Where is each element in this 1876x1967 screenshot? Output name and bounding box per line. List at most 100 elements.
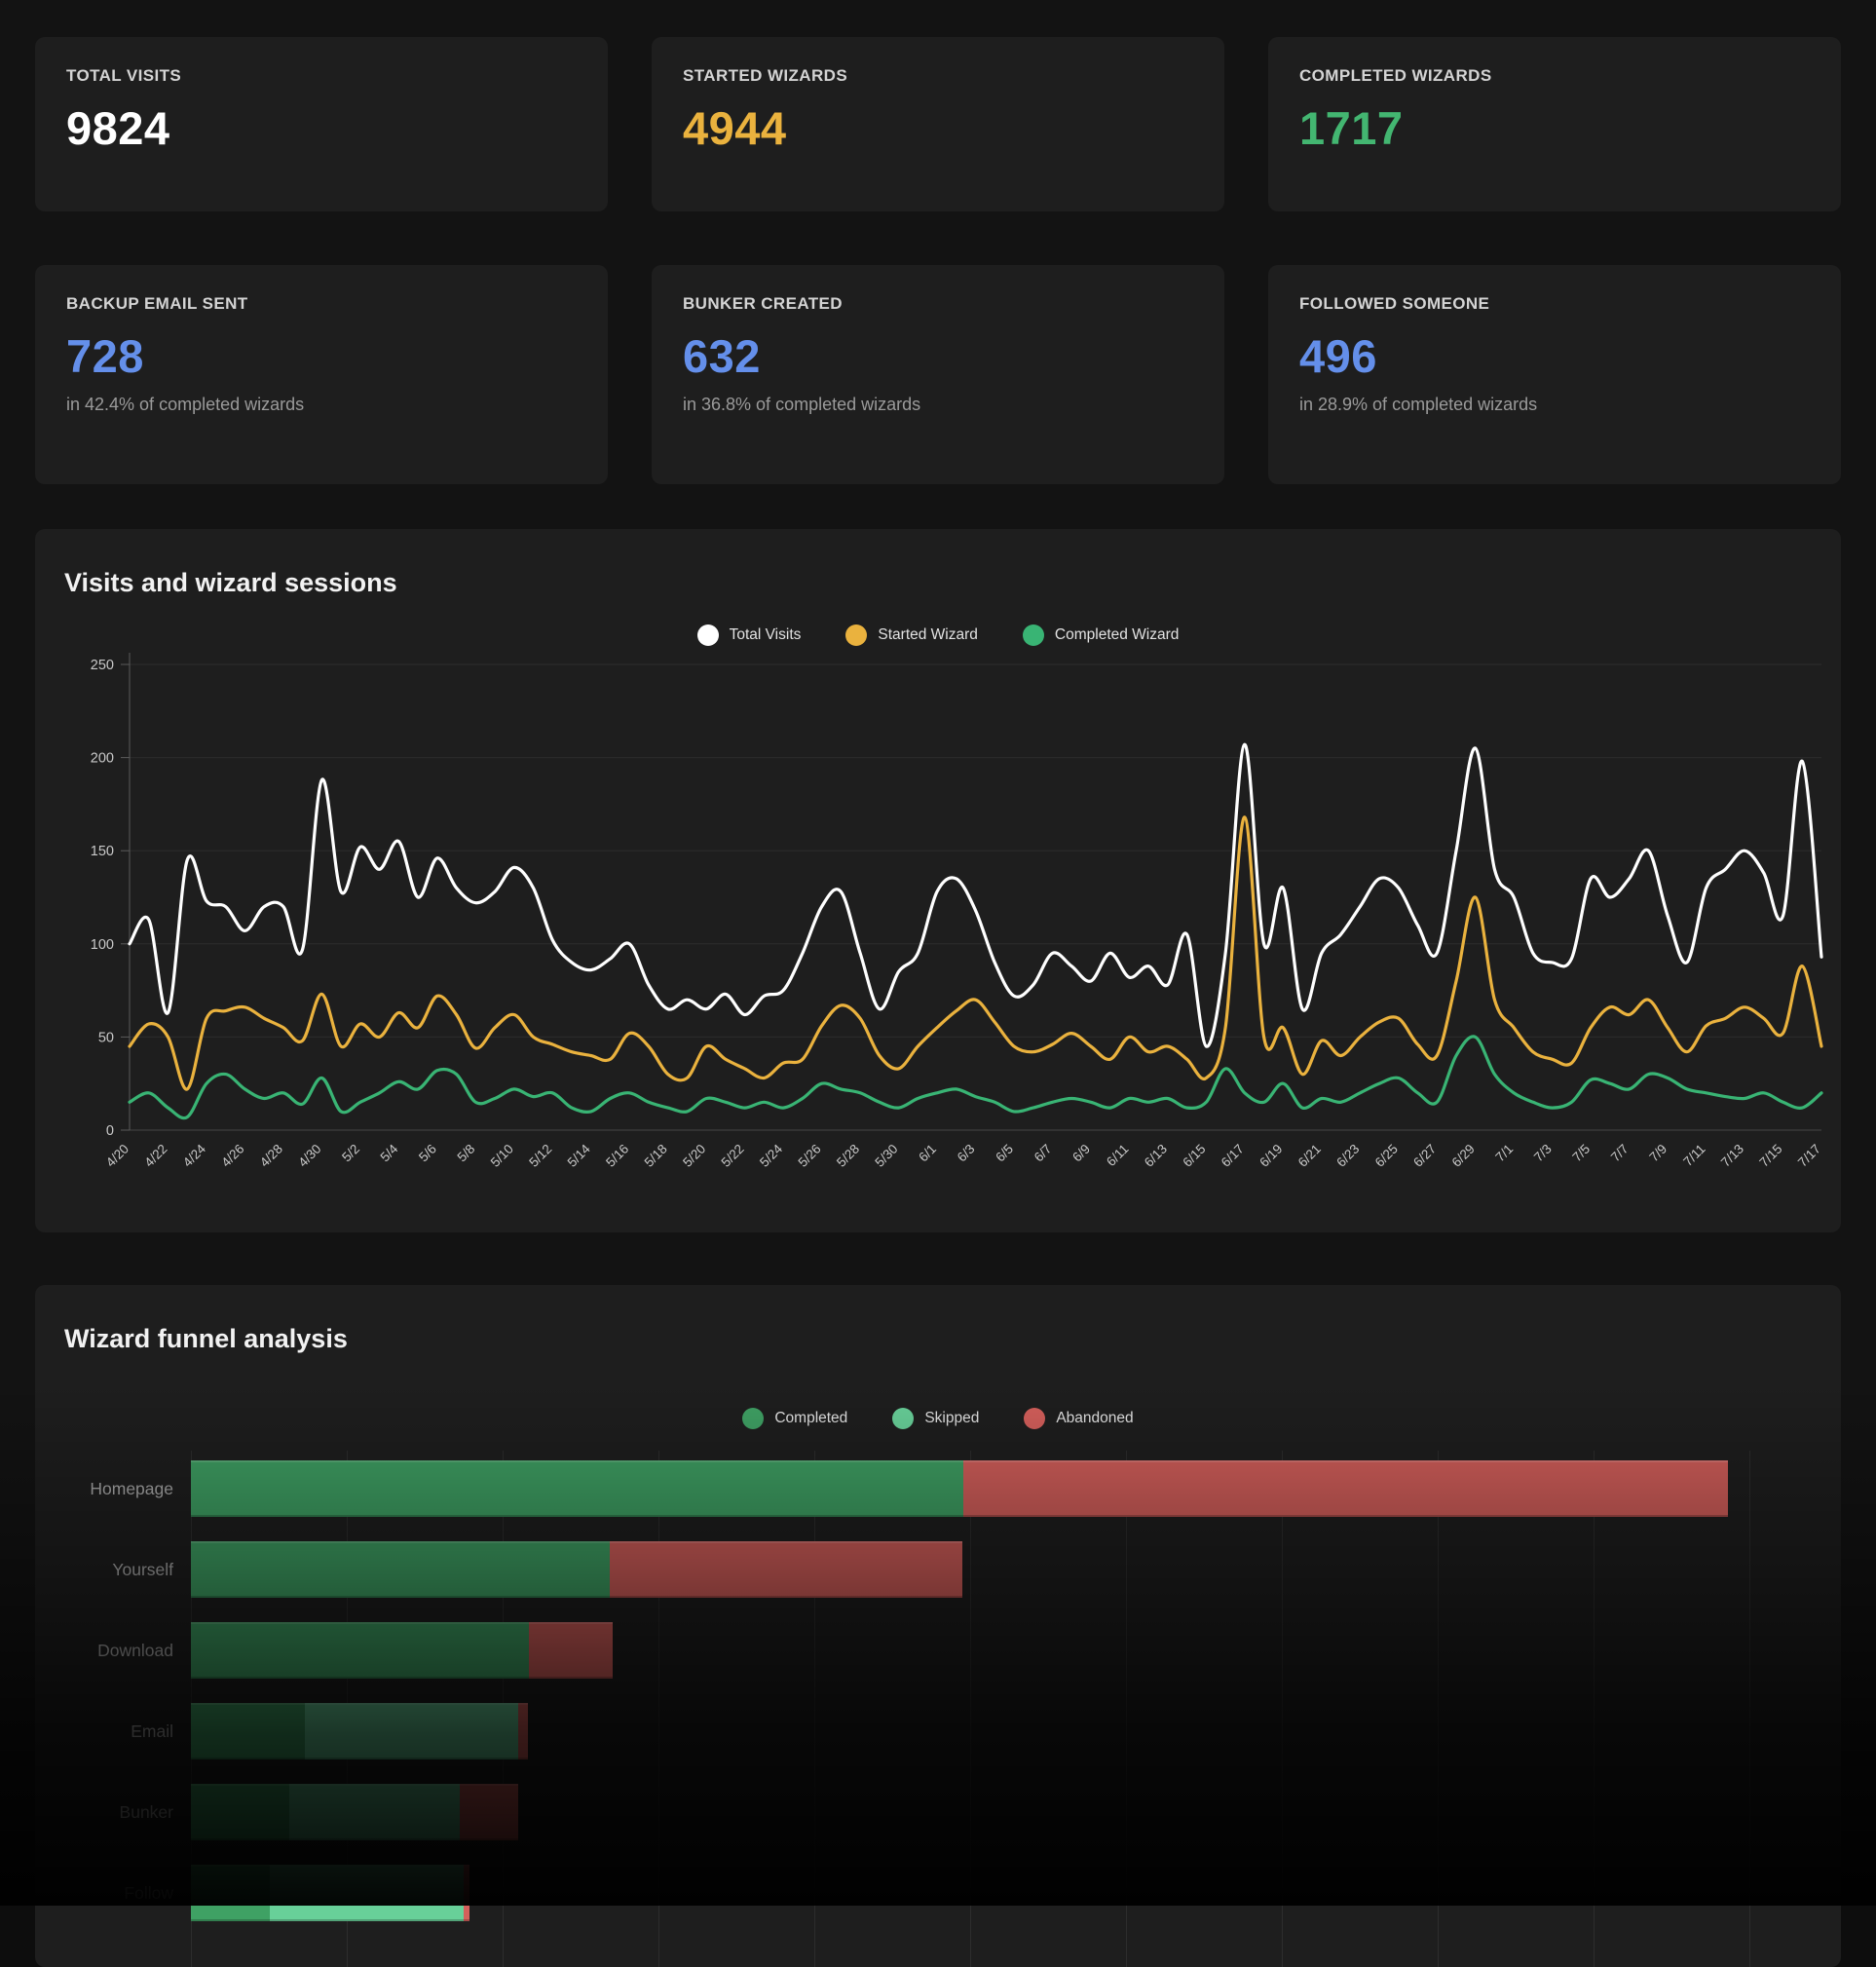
svg-text:5/10: 5/10 [488, 1142, 516, 1170]
funnel-segment-abandoned-yourself[interactable] [610, 1541, 962, 1598]
svg-text:6/13: 6/13 [1142, 1142, 1170, 1170]
stat-label: BUNKER CREATED [683, 294, 843, 313]
funnel-row-follow: Follow [35, 1865, 1812, 1921]
funnel-category-label: Homepage [90, 1478, 173, 1498]
legend-label-abandoned: Abandoned [1056, 1410, 1134, 1426]
svg-text:6/29: 6/29 [1449, 1142, 1478, 1170]
svg-text:5/8: 5/8 [455, 1142, 478, 1165]
funnel-category-label: Yourself [112, 1559, 173, 1579]
visits-line-chart[interactable]: 0 50 100 150 200 250 4/20 4/22 4/24 4/26 4/28 4/30 5… [35, 529, 1841, 1232]
svg-text:4/24: 4/24 [180, 1141, 209, 1170]
svg-text:7/5: 7/5 [1569, 1142, 1593, 1165]
svg-text:0: 0 [106, 1123, 114, 1139]
stat-card-backup-email-sent: BACKUP EMAIL SENT 728 in 42.4% of comple… [35, 265, 608, 484]
svg-text:6/9: 6/9 [1069, 1142, 1093, 1165]
funnel-segment-abandoned-email[interactable] [517, 1703, 528, 1759]
funnel-bar-track [191, 1541, 1812, 1598]
svg-text:6/1: 6/1 [916, 1142, 939, 1165]
svg-text:150: 150 [91, 844, 114, 859]
stat-value: 632 [683, 330, 761, 382]
funnel-row-homepage: Homepage [35, 1460, 1812, 1517]
series-line-completed-wizard[interactable] [128, 1035, 1823, 1120]
svg-text:5/28: 5/28 [834, 1142, 862, 1170]
legend-dot-abandoned [1024, 1408, 1046, 1429]
funnel-bar-track [191, 1784, 1812, 1840]
stat-card-followed-someone: FOLLOWED SOMEONE 496 in 28.9% of complet… [1268, 265, 1841, 484]
funnel-bar-track [191, 1622, 1812, 1679]
legend-item-skipped[interactable]: Skipped [892, 1408, 979, 1429]
stat-value: 496 [1299, 330, 1377, 382]
svg-text:6/27: 6/27 [1410, 1142, 1439, 1170]
funnel-segment-completed-bunker[interactable] [191, 1784, 290, 1840]
funnel-segment-skipped-follow[interactable] [269, 1865, 465, 1921]
svg-text:5/16: 5/16 [603, 1142, 631, 1170]
stat-card-completed-wizards: COMPLETED WIZARDS 1717 [1268, 37, 1841, 211]
svg-text:5/30: 5/30 [872, 1142, 900, 1170]
svg-text:6/15: 6/15 [1180, 1142, 1208, 1170]
svg-text:7/15: 7/15 [1756, 1142, 1784, 1170]
funnel-segment-completed-email[interactable] [191, 1703, 306, 1759]
svg-text:250: 250 [91, 658, 114, 673]
svg-text:6/5: 6/5 [993, 1142, 1016, 1165]
svg-text:5/26: 5/26 [796, 1142, 824, 1170]
svg-text:5/24: 5/24 [757, 1141, 786, 1170]
stat-card-bunker-created: BUNKER CREATED 632 in 36.8% of completed… [652, 265, 1224, 484]
svg-text:4/22: 4/22 [141, 1142, 169, 1170]
funnel-row-email: Email [35, 1703, 1812, 1759]
svg-text:7/13: 7/13 [1718, 1142, 1746, 1170]
stat-subtitle: in 42.4% of completed wizards [66, 395, 305, 414]
funnel-segment-completed-homepage[interactable] [191, 1460, 963, 1517]
svg-text:5/12: 5/12 [526, 1142, 554, 1170]
stat-label: BACKUP EMAIL SENT [66, 294, 248, 313]
svg-text:4/26: 4/26 [218, 1142, 246, 1170]
svg-text:6/21: 6/21 [1295, 1142, 1324, 1170]
stat-label: COMPLETED WIZARDS [1299, 66, 1492, 85]
svg-text:6/23: 6/23 [1333, 1142, 1362, 1170]
stat-card-total-visits: TOTAL VISITS 9824 [35, 37, 608, 211]
funnel-row-bunker: Bunker [35, 1784, 1812, 1840]
svg-text:7/1: 7/1 [1492, 1142, 1516, 1165]
stat-label: FOLLOWED SOMEONE [1299, 294, 1490, 313]
svg-text:6/3: 6/3 [955, 1142, 978, 1165]
series-line-started-wizard[interactable] [128, 815, 1823, 1091]
stat-value: 9824 [66, 102, 170, 154]
funnel-segment-completed-yourself[interactable] [191, 1541, 611, 1598]
stat-subtitle: in 36.8% of completed wizards [683, 395, 921, 414]
svg-text:5/2: 5/2 [339, 1142, 362, 1165]
stat-value: 1717 [1299, 102, 1404, 154]
svg-text:6/11: 6/11 [1104, 1142, 1131, 1169]
stat-label: TOTAL VISITS [66, 66, 182, 85]
funnel-segment-skipped-email[interactable] [305, 1703, 518, 1759]
svg-text:200: 200 [91, 751, 114, 767]
svg-text:6/25: 6/25 [1372, 1142, 1401, 1170]
svg-text:5/6: 5/6 [416, 1142, 439, 1165]
legend-item-completed[interactable]: Completed [742, 1408, 847, 1429]
svg-text:5/20: 5/20 [680, 1142, 708, 1170]
stat-subtitle: in 28.9% of completed wizards [1299, 395, 1538, 414]
svg-text:7/3: 7/3 [1531, 1142, 1555, 1165]
funnel-segment-abandoned-bunker[interactable] [460, 1784, 518, 1840]
funnel-bar-track [191, 1703, 1812, 1759]
funnel-segment-completed-download[interactable] [191, 1622, 529, 1679]
legend-item-abandoned[interactable]: Abandoned [1024, 1408, 1134, 1429]
legend-dot-skipped [892, 1408, 915, 1429]
funnel-category-label: Email [131, 1721, 173, 1741]
visits-sessions-panel: Visits and wizard sessions Total Visits … [35, 529, 1841, 1232]
svg-text:4/20: 4/20 [103, 1142, 131, 1170]
funnel-segment-abandoned-follow[interactable] [464, 1865, 470, 1921]
legend-label-skipped: Skipped [924, 1410, 980, 1426]
funnel-segment-abandoned-homepage[interactable] [962, 1460, 1728, 1517]
svg-text:5/18: 5/18 [642, 1142, 670, 1170]
funnel-segment-completed-follow[interactable] [191, 1865, 270, 1921]
svg-text:7/7: 7/7 [1608, 1142, 1632, 1165]
funnel-category-label: Bunker [119, 1801, 173, 1822]
funnel-segment-abandoned-download[interactable] [528, 1622, 614, 1679]
funnel-chart-title: Wizard funnel analysis [64, 1324, 348, 1353]
svg-text:7/9: 7/9 [1646, 1142, 1670, 1165]
svg-text:6/7: 6/7 [1032, 1142, 1055, 1165]
svg-text:50: 50 [98, 1030, 114, 1045]
svg-text:7/17: 7/17 [1795, 1142, 1823, 1170]
funnel-segment-skipped-bunker[interactable] [289, 1784, 461, 1840]
stat-value: 728 [66, 330, 144, 382]
